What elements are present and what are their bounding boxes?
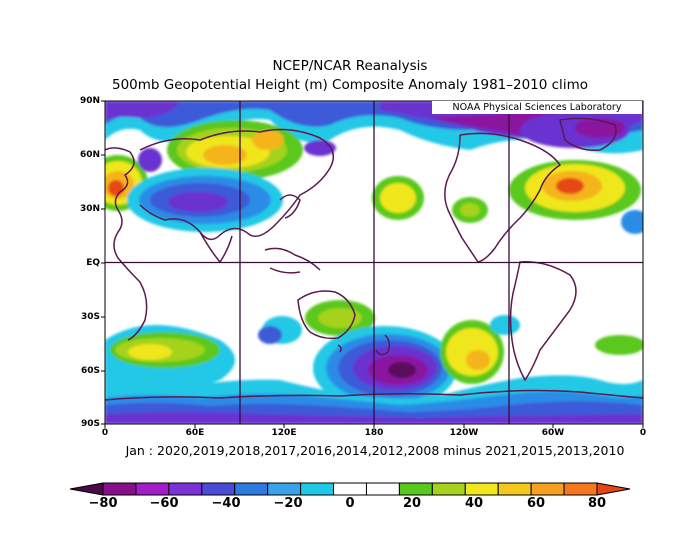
colorbar-label: −80 [88, 496, 118, 511]
lat-label: 30S [80, 312, 100, 322]
colorbar-right-arrow [596, 482, 631, 496]
axis-ticks [101, 100, 644, 428]
lat-label: 60N [79, 150, 100, 160]
colorbar-swatch [135, 482, 170, 496]
lat-label: 90N [79, 96, 100, 106]
composite-caption: Jan : 2020,2019,2018,2017,2016,2014,2012… [125, 443, 625, 458]
colorbar-swatch [431, 482, 466, 496]
colorbar-label: −60 [149, 496, 179, 511]
colorbar-swatch [464, 482, 499, 496]
grid-lines [105, 101, 643, 424]
colorbar-label: 40 [464, 496, 484, 511]
colorbar-label: 60 [526, 496, 546, 511]
lat-label: 60S [80, 366, 100, 376]
anomaly-field [105, 101, 643, 424]
colorbar-left-arrow [69, 482, 104, 496]
colorbar-label: 80 [587, 496, 607, 511]
title-line-1: NCEP/NCAR Reanalysis [272, 58, 428, 74]
lon-label: 180 [364, 428, 384, 438]
colorbar-swatch [168, 482, 203, 496]
colorbar-label: −20 [273, 496, 303, 511]
colorbar-swatch [333, 482, 367, 496]
colorbar-swatch [398, 482, 433, 496]
lon-label: 120E [271, 428, 297, 438]
colorbar-swatch [497, 482, 532, 496]
lon-label: 120W [449, 428, 479, 438]
colorbar-swatch [530, 482, 565, 496]
colorbar-swatch [300, 482, 335, 496]
colorbar-swatch [267, 482, 302, 496]
lat-label: 90S [80, 419, 100, 429]
colorbar-label: −40 [211, 496, 241, 511]
colorbar-label: 0 [345, 496, 355, 511]
colorbar-swatch [563, 482, 598, 496]
credit-label: NOAA Physical Sciences Laboratory [432, 101, 642, 114]
lat-label: 30N [79, 204, 100, 214]
colorbar-swatch [234, 482, 269, 496]
colorbar-swatch [201, 482, 236, 496]
lon-label: 0 [639, 428, 647, 438]
title-line-2: 500mb Geopotential Height (m) Composite … [112, 77, 588, 93]
colorbar-label: 20 [402, 496, 422, 511]
lon-label: 0 [101, 428, 109, 438]
lon-label: 60E [185, 428, 205, 438]
lat-label: EQ [86, 258, 100, 268]
coastlines [105, 117, 643, 401]
colorbar-swatch [102, 482, 137, 496]
lon-label: 60W [541, 428, 565, 438]
colorbar-swatch [365, 482, 400, 496]
